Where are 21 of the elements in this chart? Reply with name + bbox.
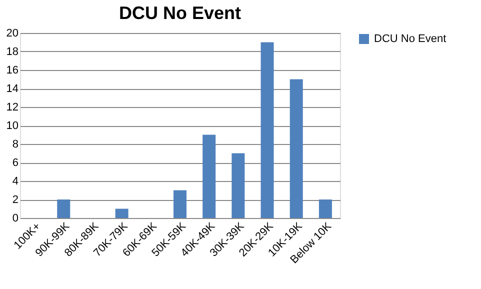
bar	[318, 200, 332, 218]
chart-title: DCU No Event	[118, 3, 242, 23]
y-tick-label: 0	[12, 212, 18, 224]
bar	[260, 42, 274, 218]
y-tick-label: 20	[6, 28, 18, 40]
bar	[290, 79, 303, 218]
bar	[202, 134, 216, 218]
bar	[232, 153, 245, 218]
bar	[57, 200, 70, 218]
y-tick-label: 16	[6, 64, 18, 76]
y-tick-label: 2	[12, 194, 18, 206]
y-tick-label: 4	[12, 176, 18, 188]
legend-label: DCU No Event	[374, 33, 446, 45]
y-tick-label: 12	[6, 102, 18, 114]
y-tick-label: 18	[6, 46, 18, 58]
y-tick-label: 14	[6, 83, 18, 95]
bar	[115, 208, 128, 218]
y-tick-label: 6	[12, 157, 18, 169]
y-tick-label: 8	[12, 138, 18, 150]
y-tick-label: 10	[6, 120, 18, 132]
bar	[174, 190, 186, 218]
